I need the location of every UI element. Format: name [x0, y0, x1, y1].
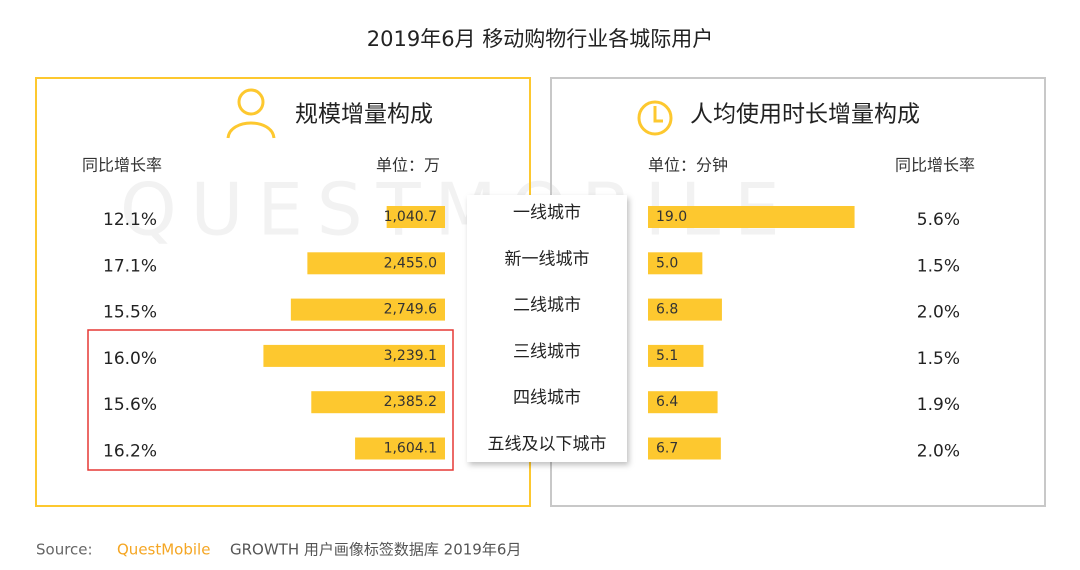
value-label: 5.0	[656, 255, 678, 271]
category-label: 二线城市	[513, 296, 581, 316]
category-box	[467, 195, 627, 462]
clock-icon	[637, 100, 673, 136]
category-label: 五线及以下城市	[488, 435, 607, 455]
growth-label: 16.0%	[103, 349, 157, 369]
bar	[648, 252, 703, 275]
panel-title: 规模增量构成	[295, 102, 433, 128]
value-label: 6.7	[656, 441, 678, 457]
growth-header: 同比增长率	[895, 156, 975, 175]
unit-label: 单位：万	[376, 156, 440, 175]
value-label: 6.4	[656, 394, 678, 410]
bar	[648, 206, 855, 228]
value-label: 2,455.0	[384, 255, 437, 271]
bar	[311, 391, 445, 414]
growth-label: 17.1%	[103, 256, 157, 276]
growth-label: 1.5%	[917, 349, 960, 369]
growth-header: 同比增长率	[82, 156, 162, 175]
category-label: 四线城市	[513, 388, 581, 408]
bar	[355, 437, 445, 460]
category-label: 新一线城市	[505, 249, 590, 269]
growth-label: 2.0%	[917, 303, 960, 323]
value-label: 1,040.7	[384, 209, 437, 225]
growth-label: 15.6%	[103, 395, 157, 415]
bar	[648, 437, 721, 460]
bar	[648, 344, 704, 367]
bar	[290, 298, 445, 321]
growth-label: 15.5%	[103, 303, 157, 323]
title: 2019年6月 移动购物行业各城际用户	[367, 27, 713, 51]
growth-label: 1.9%	[917, 395, 960, 415]
value-label: 19.0	[656, 209, 687, 225]
person-icon	[226, 88, 276, 139]
bar	[386, 206, 445, 228]
bar	[648, 391, 718, 414]
growth-label: 12.1%	[103, 210, 157, 230]
category-label: 一线城市	[513, 203, 581, 223]
growth-label: 16.2%	[103, 442, 157, 462]
value-label: 6.8	[656, 302, 678, 318]
value-label: 3,239.1	[384, 348, 437, 364]
unit-label: 单位：分钟	[648, 156, 728, 175]
value-label: 5.1	[656, 348, 678, 364]
value-label: 2,749.6	[384, 302, 438, 318]
growth-label: 5.6%	[917, 210, 960, 230]
bar	[307, 252, 445, 275]
bar	[263, 344, 445, 367]
growth-label: 2.0%	[917, 442, 960, 462]
category-label: 三线城市	[513, 342, 581, 362]
bar	[648, 298, 722, 321]
value-label: 2,385.2	[384, 394, 437, 410]
source-label: Source:	[36, 541, 93, 559]
growth-label: 1.5%	[917, 256, 960, 276]
source-text: GROWTH 用户画像标签数据库 2019年6月	[230, 541, 521, 559]
value-label: 1,604.1	[384, 441, 437, 457]
source-brand: QuestMobile	[117, 541, 210, 559]
highlight-box	[87, 329, 454, 471]
panel-title: 人均使用时长增量构成	[690, 102, 920, 128]
